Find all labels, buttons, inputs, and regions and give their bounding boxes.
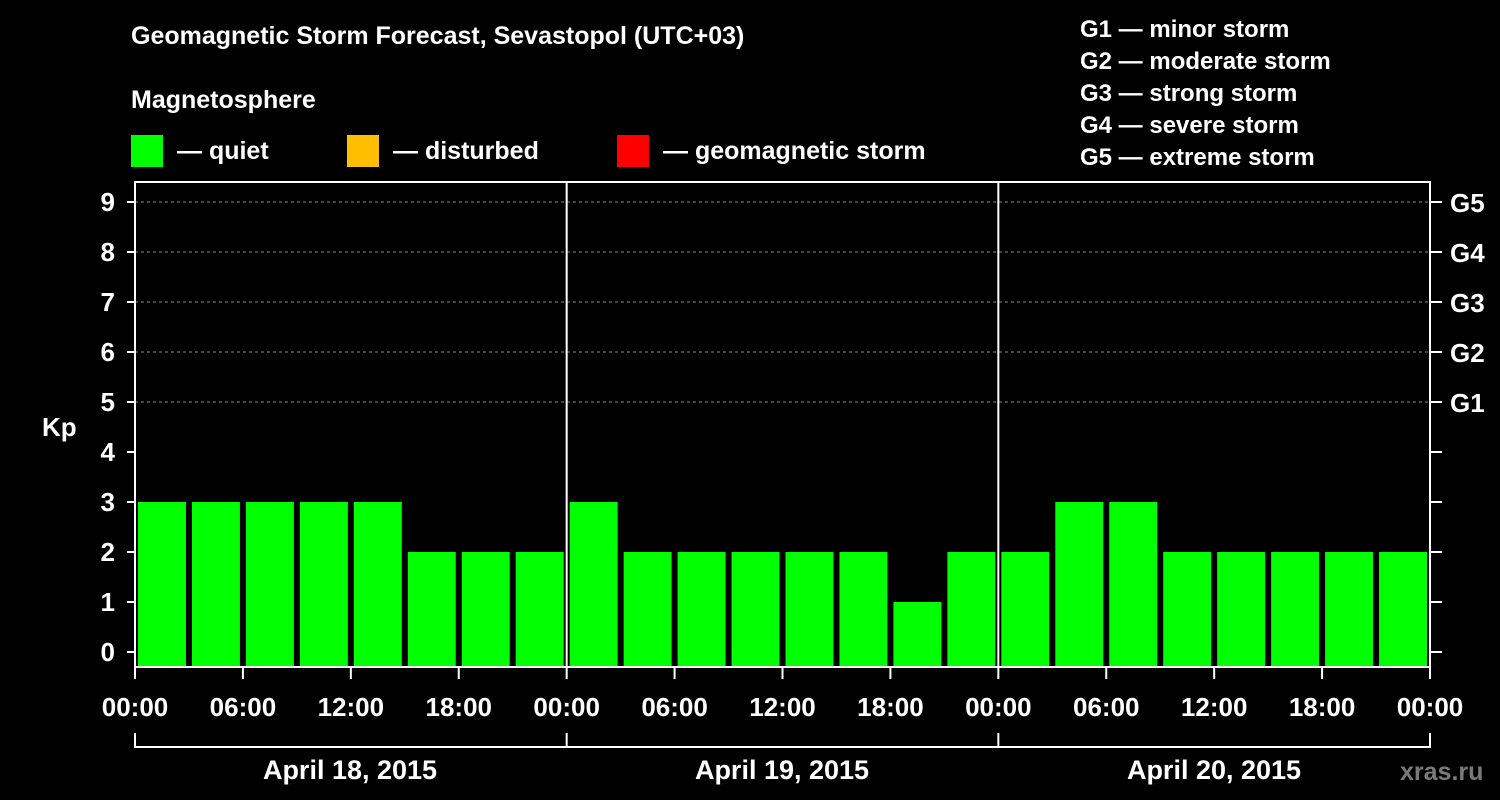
right-axis-label-G4: G4: [1450, 238, 1485, 268]
x-tick-label-5: 06:00: [641, 692, 708, 722]
bar-3: [299, 502, 348, 667]
legend-quiet: — quiet: [131, 134, 269, 168]
x-tick-label-4: 00:00: [533, 692, 600, 722]
x-tick-label-10: 12:00: [1181, 692, 1248, 722]
right-axis-label-G3: G3: [1450, 288, 1485, 318]
storm-scale-g5: G5 — extreme storm: [1080, 144, 1315, 171]
right-axis-label-G2: G2: [1450, 338, 1485, 368]
y-tick-label-1: 1: [101, 587, 115, 617]
storm-scale-g4: G4 — severe storm: [1080, 112, 1299, 139]
bar-10: [677, 552, 726, 667]
legend-quiet-swatch: [131, 135, 163, 167]
brand-watermark: xras.ru: [1400, 758, 1484, 786]
bar-21: [1271, 552, 1320, 667]
bar-23: [1379, 552, 1427, 667]
storm-scale-g1: G1 — minor storm: [1080, 16, 1290, 43]
x-tick-label-6: 12:00: [749, 692, 816, 722]
x-tick-label-7: 18:00: [857, 692, 924, 722]
bar-7: [515, 552, 564, 667]
bar-8: [569, 502, 618, 667]
legend-storm: — geomagnetic storm: [617, 134, 926, 168]
bar-20: [1217, 552, 1266, 667]
bar-6: [461, 552, 510, 667]
bar-22: [1325, 552, 1374, 667]
y-tick-label-5: 5: [101, 387, 115, 417]
y-tick-label-2: 2: [101, 537, 115, 567]
y-tick-label-6: 6: [101, 337, 115, 367]
bar-14: [893, 602, 942, 667]
x-tick-label-0: 00:00: [102, 692, 169, 722]
legend-disturbed-swatch: [347, 135, 379, 167]
bar-13: [839, 552, 888, 667]
storm-scale-g3: G3 — strong storm: [1080, 80, 1298, 107]
bar-0: [138, 502, 186, 667]
x-tick-label-9: 06:00: [1073, 692, 1140, 722]
date-label-2: April 19, 2015: [694, 755, 870, 785]
bar-4: [353, 502, 402, 667]
legend-disturbed-label: — disturbed: [393, 136, 539, 165]
x-tick-label-12: 00:00: [1397, 692, 1464, 722]
storm-scale-g2: G2 — moderate storm: [1080, 48, 1331, 75]
y-tick-label-4: 4: [101, 437, 116, 467]
date-label-3: April 20, 2015: [1126, 755, 1302, 785]
magnetosphere-label: Magnetosphere: [131, 86, 316, 114]
x-tick-label-3: 18:00: [426, 692, 493, 722]
y-tick-label-0: 0: [101, 637, 115, 667]
date-label-1: April 18, 2015: [262, 755, 438, 785]
bar-11: [731, 552, 780, 667]
x-tick-label-8: 00:00: [965, 692, 1032, 722]
y-tick-label-8: 8: [101, 237, 115, 267]
storm-scale-legend: G1 — minor storm G2 — moderate storm G3 …: [1080, 14, 1331, 174]
x-tick-label-2: 12:00: [318, 692, 385, 722]
bar-18: [1109, 502, 1158, 667]
bar-5: [407, 552, 456, 667]
bar-19: [1163, 552, 1212, 667]
legend-storm-label: — geomagnetic storm: [663, 136, 926, 165]
bar-17: [1055, 502, 1104, 667]
legend-storm-swatch: [617, 135, 649, 167]
y-tick-label-7: 7: [101, 287, 115, 317]
legend-quiet-label: — quiet: [177, 136, 269, 165]
y-tick-label-3: 3: [101, 487, 115, 517]
x-tick-label-11: 18:00: [1289, 692, 1356, 722]
chart-title: Geomagnetic Storm Forecast, Sevastopol (…: [131, 22, 745, 50]
bar-9: [623, 552, 672, 667]
bar-1: [191, 502, 240, 667]
bar-15: [947, 552, 996, 667]
y-tick-label-9: 9: [101, 187, 115, 217]
bar-16: [1001, 552, 1050, 667]
y-axis-label: Kp: [42, 412, 77, 442]
right-axis-label-G1: G1: [1450, 388, 1485, 418]
bar-12: [785, 552, 834, 667]
legend-disturbed: — disturbed: [347, 134, 539, 168]
x-tick-label-1: 06:00: [210, 692, 277, 722]
bar-2: [245, 502, 294, 667]
right-axis-label-G5: G5: [1450, 188, 1485, 218]
